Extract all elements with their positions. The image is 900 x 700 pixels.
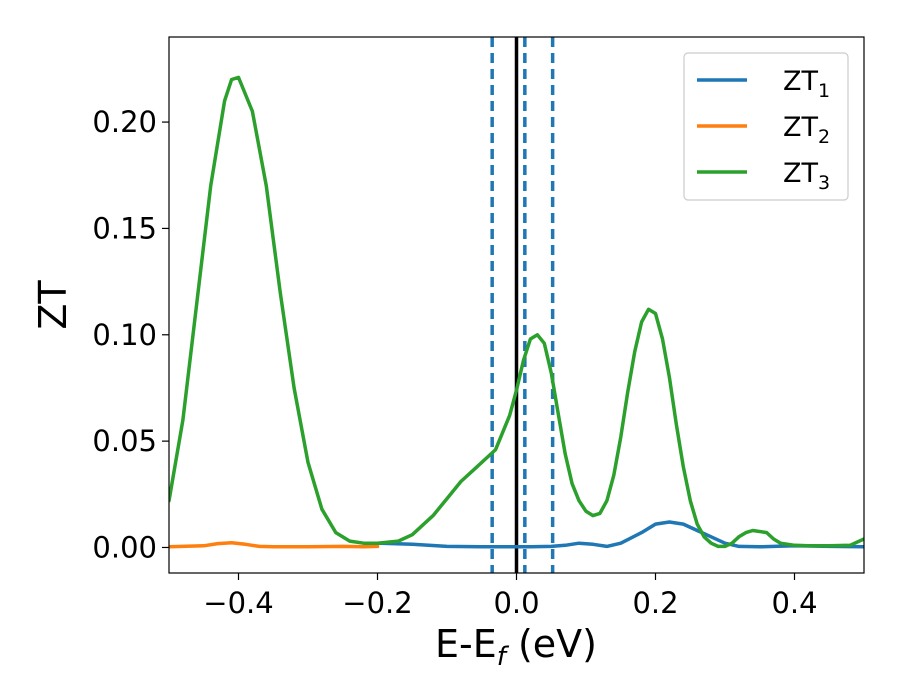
x-axis-title-unit: (eV): [506, 622, 597, 666]
x-axis-title-main: E-E: [435, 622, 497, 666]
y-tick-label: 0.15: [92, 211, 157, 245]
series-line-zt3: [169, 75, 864, 549]
x-tick-label: 0.0: [493, 586, 539, 620]
legend-label: ZT3: [783, 158, 830, 194]
x-axis-title: E-Ef (eV): [435, 622, 597, 672]
y-tick-label: 0.00: [92, 530, 157, 564]
legend-box: [683, 52, 849, 201]
y-tick-label: 0.10: [92, 318, 157, 352]
series-line-zt1: [375, 520, 864, 549]
x-tick-label: 0.2: [632, 586, 678, 620]
x-tick-label: −0.4: [203, 586, 273, 620]
legend: ZT1 ZT2 ZT3: [683, 52, 849, 201]
y-axis-title: ZT: [31, 280, 75, 330]
x-tick-label: 0.4: [771, 586, 817, 620]
y-tick-label: 0.05: [92, 424, 157, 458]
x-tick-label: −0.2: [342, 586, 412, 620]
y-tick-label: 0.20: [92, 105, 157, 139]
legend-label: ZT1: [783, 66, 830, 102]
series-line-zt2: [169, 541, 380, 549]
legend-label: ZT2: [783, 112, 830, 148]
